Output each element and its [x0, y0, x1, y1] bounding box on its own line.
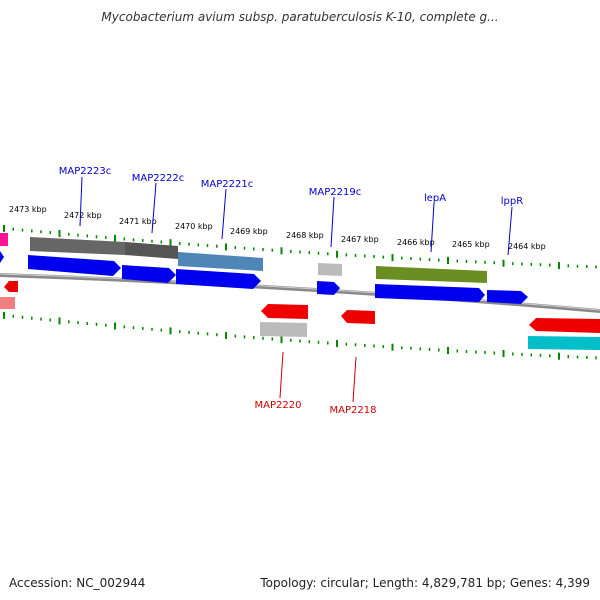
gene-lightgray-map2219c[interactable] — [318, 263, 342, 276]
reverse-gene-labels: MAP2220 MAP2218 — [255, 400, 377, 416]
cds-arrow-red-right-partial[interactable] — [529, 318, 600, 333]
cds-arrow-lepa[interactable] — [375, 284, 485, 302]
cds-arrow-lppr[interactable] — [487, 290, 528, 304]
gene-pink-partial[interactable] — [0, 297, 15, 309]
reverse-cds-track — [0, 281, 600, 350]
ruler-label-2471: 2471 kbp — [119, 217, 157, 226]
forward-cds-track — [0, 251, 528, 304]
ruler-label-2473: 2473 kbp — [9, 205, 47, 214]
accession-text: Accession: NC_002944 — [9, 576, 146, 590]
genome-summary-text: Topology: circular; Length: 4,829,781 bp… — [260, 576, 590, 590]
ruler-label-2467: 2467 kbp — [341, 235, 379, 244]
ruler-ticks-inner — [3, 311, 597, 360]
gene-gray-map2222c[interactable] — [125, 242, 178, 259]
ruler-label-2470: 2470 kbp — [175, 222, 213, 231]
gene-label-map2218[interactable]: MAP2218 — [330, 405, 377, 416]
cds-arrow-map2223c[interactable] — [28, 255, 121, 276]
ruler-label-2469: 2469 kbp — [230, 227, 268, 236]
cds-arrow-map2219c[interactable] — [317, 281, 340, 295]
gene-leader-lines — [79, 176, 513, 403]
gene-label-map2222c[interactable]: MAP2222c — [132, 173, 184, 184]
gene-label-map2220[interactable]: MAP2220 — [255, 400, 302, 411]
gene-label-lppr[interactable]: lppR — [501, 196, 523, 207]
leader-map2220 — [279, 351, 284, 399]
forward-gene-labels: MAP2223c MAP2222c MAP2221c MAP2219c lepA… — [59, 166, 523, 207]
gene-olive-lepa[interactable] — [376, 266, 487, 283]
gene-steel-map2221c[interactable] — [178, 252, 263, 271]
ruler-label-2465: 2465 kbp — [452, 240, 490, 249]
leader-lepa — [430, 202, 435, 253]
ruler-label-2464: 2464 kbp — [508, 242, 546, 251]
cds-arrow-map2222c[interactable] — [122, 265, 176, 283]
ruler-label-2472: 2472 kbp — [64, 211, 102, 220]
cds-arrow-map2220[interactable] — [261, 304, 308, 319]
ruler-label-2466: 2466 kbp — [397, 238, 435, 247]
gene-lightgray-map2220[interactable] — [260, 322, 307, 337]
gene-label-map2223c[interactable]: MAP2223c — [59, 166, 111, 177]
ruler-ticks-outer — [3, 224, 597, 269]
leader-map2219c — [330, 196, 335, 248]
cds-arrow-left-partial[interactable] — [0, 251, 4, 263]
cds-arrow-map2218[interactable] — [341, 310, 375, 324]
ruler-labels: 2473 kbp 2472 kbp 2471 kbp 2470 kbp 2469… — [9, 205, 546, 251]
cds-arrow-map2221c[interactable] — [176, 269, 261, 289]
leader-map2221c — [221, 188, 227, 240]
leader-map2222c — [151, 182, 157, 234]
gene-label-map2219c[interactable]: MAP2219c — [309, 187, 361, 198]
gene-gray-map2223c[interactable] — [30, 237, 125, 255]
leader-map2218 — [352, 356, 357, 403]
genome-backbone — [0, 273, 600, 313]
leader-lppr — [507, 206, 513, 256]
cds-arrow-red-left-partial[interactable] — [4, 281, 18, 292]
gene-magenta-partial[interactable] — [0, 233, 8, 246]
gene-cyan-right-partial[interactable] — [528, 336, 600, 350]
gene-label-map2221c[interactable]: MAP2221c — [201, 179, 253, 190]
ruler-label-2468: 2468 kbp — [286, 231, 324, 240]
outer-gene-track — [0, 233, 487, 283]
genome-title: Mycobacterium avium subsp. paratuberculo… — [101, 10, 499, 24]
gene-label-lepa[interactable]: lepA — [424, 193, 446, 204]
leader-map2223c — [79, 176, 83, 227]
